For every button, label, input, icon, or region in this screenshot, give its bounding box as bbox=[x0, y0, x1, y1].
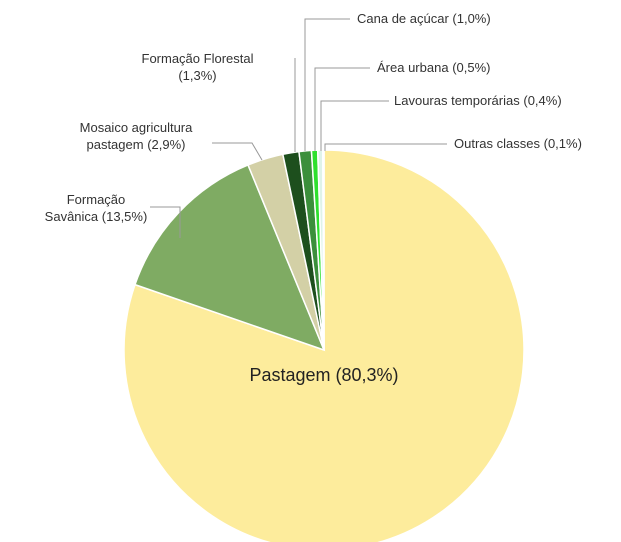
value-label: (0,5%) bbox=[452, 60, 491, 75]
category-name: Mosaico agricultura pastagem bbox=[79, 120, 193, 152]
value-label: (80,3%) bbox=[335, 365, 399, 385]
value-label: (1,0%) bbox=[452, 11, 491, 26]
leader-line bbox=[324, 143, 447, 151]
slice-label: Formação Florestal (1,3%) bbox=[140, 50, 255, 84]
value-label: (2,9%) bbox=[147, 137, 186, 152]
category-name: Formação Florestal bbox=[141, 51, 254, 66]
category-name: Formação Savânica bbox=[44, 192, 126, 224]
slice-label: Mosaico agricultura pastagem (2,9%) bbox=[52, 119, 220, 153]
leader-line bbox=[304, 18, 350, 151]
category-name: Outras classes bbox=[454, 136, 540, 151]
slice-label: Lavouras temporárias (0,4%) bbox=[394, 92, 614, 109]
category-name: Cana de açúcar bbox=[357, 11, 449, 26]
leader-line bbox=[212, 142, 263, 161]
leader-line bbox=[314, 67, 370, 151]
value-label: (1,3%) bbox=[178, 68, 217, 83]
leader-line bbox=[150, 206, 181, 238]
pie-slice bbox=[134, 164, 326, 352]
category-name: Lavouras temporárias bbox=[394, 93, 520, 108]
slice-label: Formação Savânica (13,5%) bbox=[40, 191, 152, 225]
value-label: (0,1%) bbox=[543, 136, 582, 151]
slice-label: Área urbana (0,5%) bbox=[377, 59, 577, 76]
category-name: Pastagem bbox=[249, 365, 331, 385]
category-name: Área urbana bbox=[377, 60, 449, 75]
pie-slice bbox=[321, 149, 325, 351]
value-label: (0,4%) bbox=[523, 93, 562, 108]
slice-label: Pastagem (80,3%) bbox=[224, 365, 424, 385]
slice-label: Cana de açúcar (1,0%) bbox=[357, 10, 557, 27]
leader-line bbox=[320, 100, 389, 151]
value-label: (13,5%) bbox=[101, 209, 148, 224]
slice-label: Outras classes (0,1%) bbox=[454, 135, 621, 152]
